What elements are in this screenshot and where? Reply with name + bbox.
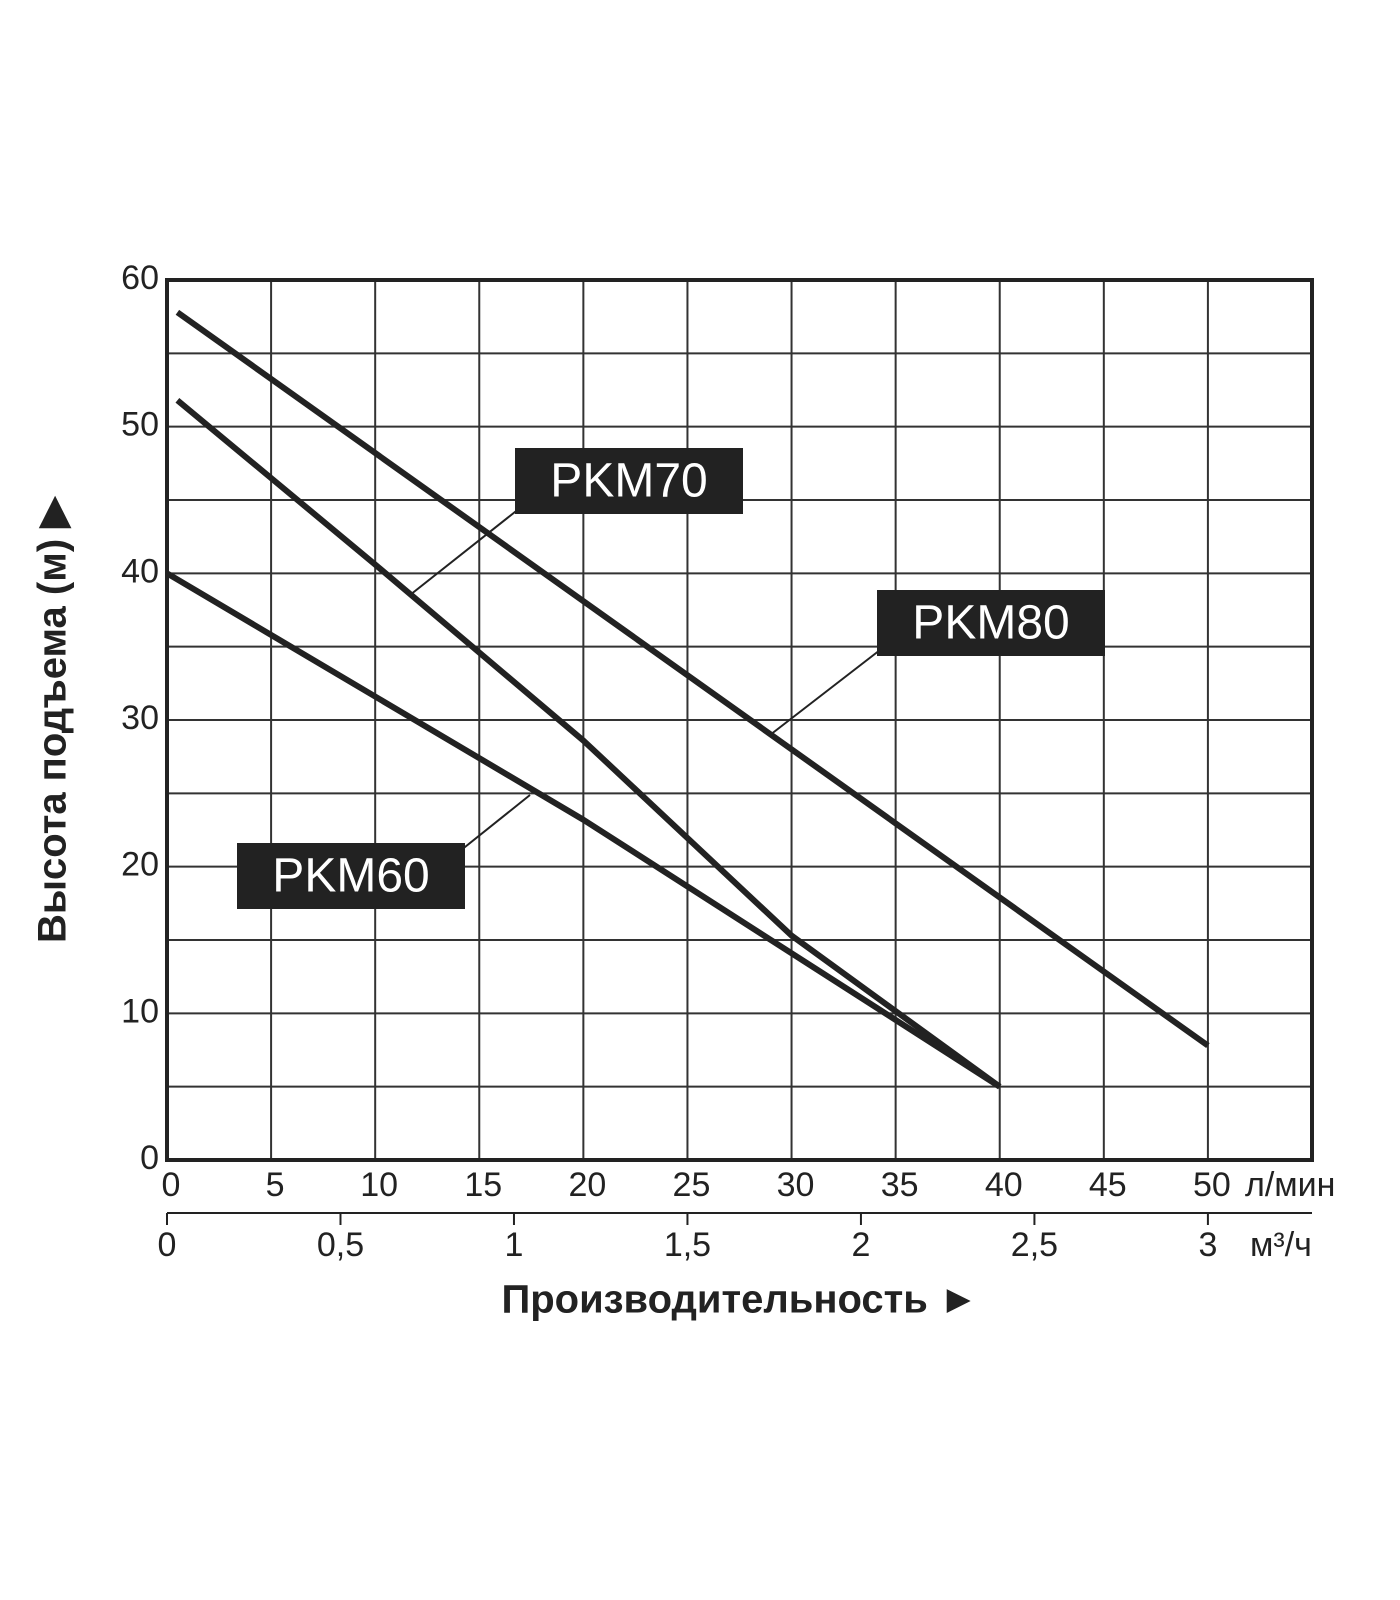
- label-box: [237, 843, 465, 909]
- x-tick-label: 35: [881, 1166, 919, 1204]
- x-tick-label: 45: [1089, 1166, 1127, 1204]
- series-line: [165, 570, 1002, 1090]
- label-box: [877, 590, 1105, 656]
- y-axis-title: Высота подъема (м) ▶: [31, 495, 75, 943]
- x2-tick-label: 0: [158, 1226, 177, 1264]
- x-tick-label: 20: [568, 1166, 606, 1204]
- x2-unit: м³/ч: [1250, 1226, 1312, 1264]
- leader-line: [769, 649, 881, 736]
- y-tick-label: 0: [140, 1139, 159, 1177]
- x2-tick-label: 3: [1198, 1226, 1217, 1264]
- leader-line: [454, 794, 531, 856]
- x2-tick-label: 2: [851, 1226, 870, 1264]
- series-line: [175, 397, 1002, 1090]
- x-tick-label: 10: [360, 1166, 398, 1204]
- series-label: PKM80: [912, 597, 1069, 650]
- y-tick-label: 20: [121, 846, 159, 884]
- x-tick-label: 5: [266, 1166, 285, 1204]
- x2-tick-label: 1,5: [664, 1226, 711, 1264]
- series-label: PKM60: [272, 850, 429, 903]
- x-tick-label: 15: [464, 1166, 502, 1204]
- x2-tick-label: 1: [505, 1226, 524, 1264]
- y-tick-label: 60: [121, 259, 159, 297]
- x-tick-label: 30: [777, 1166, 815, 1204]
- x-unit: л/мин: [1245, 1166, 1335, 1204]
- x-tick-label: 0: [162, 1166, 181, 1204]
- y-tick-label: 50: [121, 406, 159, 444]
- y-tick-label: 10: [121, 992, 159, 1030]
- y-tick-label: 40: [121, 552, 159, 590]
- y-tick-label: 30: [121, 699, 159, 737]
- x2-tick-label: 0,5: [317, 1226, 364, 1264]
- x-tick-label: 25: [673, 1166, 711, 1204]
- series-label: PKM70: [550, 455, 707, 508]
- series-line: [175, 309, 1210, 1049]
- leader-line: [409, 507, 521, 596]
- x-axis-title: Производительность ►: [501, 1278, 978, 1322]
- x-tick-label: 50: [1193, 1166, 1231, 1204]
- x-tick-label: 40: [985, 1166, 1023, 1204]
- label-box: [515, 448, 743, 514]
- x2-tick-label: 2,5: [1011, 1226, 1058, 1264]
- plot-frame: [165, 278, 1314, 1162]
